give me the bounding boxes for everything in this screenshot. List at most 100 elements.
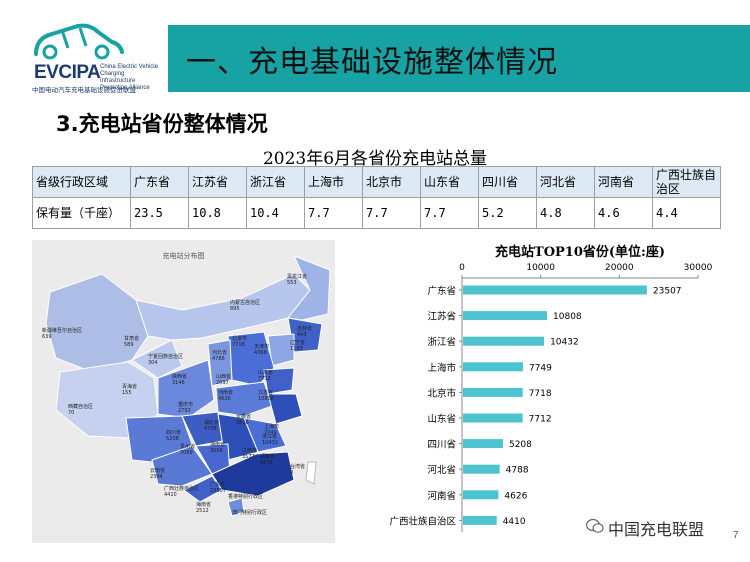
map-region-label: 贵州省 7089 xyxy=(180,444,195,456)
category-label: 广西壮族自治区 xyxy=(389,515,456,527)
map-region-name: 香港特别行政区 xyxy=(228,494,264,500)
map-region-value: 1193 xyxy=(290,346,303,352)
bar xyxy=(463,285,647,295)
map-region-label: 台湾省 0 xyxy=(290,464,305,476)
x-tick-label: 0 xyxy=(459,263,465,273)
map-region-name: 甘肃省 xyxy=(124,336,140,342)
map-region-name: 陕西省 xyxy=(172,374,188,380)
map-region-value: 4176 xyxy=(260,460,273,466)
table-cell: 23.5 xyxy=(130,197,189,229)
map-region-value: 7749 xyxy=(264,430,277,436)
table-cell: 10.8 xyxy=(188,197,247,229)
category-label: 上海市 xyxy=(427,362,456,374)
map-graphic xyxy=(45,255,331,517)
map-region-label: 湖南省 3056 xyxy=(210,442,225,454)
top10-bar-chart: 0 10000 20000 30000 广东省 23507 江苏省 10808 浙江省 10432… xyxy=(389,263,713,532)
map-region-value: 2384 xyxy=(150,474,163,480)
table-header-cell: 四川省 xyxy=(478,166,537,198)
map-region-label: 山东省 7712 xyxy=(258,370,273,382)
table-header-cell: 浙江省 xyxy=(246,166,305,198)
map-region-name: 浙江省 xyxy=(262,434,278,440)
map-region-label: 海南省 2512 xyxy=(196,502,211,514)
map-region-value: 3146 xyxy=(172,380,185,386)
map-region-label: 河南省 4626 xyxy=(218,390,233,402)
bar xyxy=(463,362,523,372)
category-label: 四川省 xyxy=(427,439,456,451)
map-region-name: 湖南省 xyxy=(210,442,226,448)
map-region-label: 陕西省 3146 xyxy=(172,374,187,386)
map-region-label: 江苏省 10808 xyxy=(258,390,274,402)
bar xyxy=(463,515,497,525)
map-region-value: 2097 xyxy=(216,380,229,386)
map-region-value: 5208 xyxy=(166,436,179,442)
bar xyxy=(463,464,500,474)
category-label: 河南省 xyxy=(427,490,456,502)
table-cell: 7.7 xyxy=(362,197,421,229)
bar-value-label: 7718 xyxy=(529,389,552,399)
map-region-label: 湖北省 4708 xyxy=(204,420,219,432)
chart-title: 充电站TOP10省份(单位:座) xyxy=(495,245,665,260)
map-region-label: 宁夏回族自治区 304 xyxy=(148,354,183,366)
map-region-label: 吉林省 443 xyxy=(297,326,312,338)
table-header-cell: 河南省 xyxy=(594,166,653,198)
map-region-label: 安徽省 3816 xyxy=(236,414,251,426)
map-region-value: 7089 xyxy=(180,450,193,456)
table-header-row: 省级行政区域 广东省 江苏省 浙江省 上海市 北京市 山东省 四川省 河北省 河… xyxy=(32,166,721,198)
map-region-label: 内蒙古自治区 895 xyxy=(230,300,260,312)
map-region-name: 河南省 xyxy=(218,390,234,396)
map-region-label: 广东省 23507 xyxy=(210,482,226,494)
map-region-value: 7718 xyxy=(232,342,245,348)
map-region-label: 江西省 3577 xyxy=(242,448,257,460)
car-plug-icon xyxy=(34,23,124,60)
table-cell: 10.4 xyxy=(246,197,305,229)
table-cell: 保有量（千座） xyxy=(32,197,131,229)
map-region-name: 江苏省 xyxy=(258,390,274,396)
map-region-name: 重庆市 xyxy=(178,402,194,408)
map-region-name: 安徽省 xyxy=(236,414,252,420)
map-region-name: 台湾省 xyxy=(290,464,306,470)
table-cell: 5.2 xyxy=(478,197,537,229)
table-row: 保有量（千座） 23.5 10.8 10.4 7.7 7.7 7.7 5.2 4… xyxy=(32,197,721,229)
bar-value-label: 7712 xyxy=(529,415,552,425)
table-title: 2023年6月各省份充电站总量 xyxy=(262,149,488,169)
bar xyxy=(463,387,523,397)
category-label: 河北省 xyxy=(427,464,456,476)
map-region-label: 澳门特别行政区 xyxy=(232,510,267,516)
map-region-label: 青海省 155 xyxy=(122,384,137,396)
map-region-label: 北京市 7718 xyxy=(232,336,247,348)
map-region-value: 4410 xyxy=(164,492,177,498)
map-region-name: 青海省 xyxy=(122,384,138,390)
map-region-label: 新疆维吾尔自治区 639 xyxy=(42,328,82,340)
map-region-label: 甘肃省 589 xyxy=(124,336,139,348)
map-region-value: 304 xyxy=(148,360,158,366)
map-region-value: 639 xyxy=(42,334,52,340)
map-region-value: 589 xyxy=(124,342,134,348)
map-region-name: 河北省 xyxy=(212,350,228,356)
bar-value-label: 4410 xyxy=(503,517,526,527)
map-region-value: 23507 xyxy=(210,488,226,494)
map-region-value: 895 xyxy=(230,306,240,312)
map-region-name: 湖北省 xyxy=(204,420,220,426)
wechat-icon xyxy=(586,518,604,533)
map-region-name: 四川省 xyxy=(166,430,182,436)
bar-value-label: 4626 xyxy=(504,491,527,501)
map-region-value: 553 xyxy=(287,280,297,286)
table-header-cell: 河北省 xyxy=(536,166,595,198)
map-region-label: 辽宁省 1193 xyxy=(290,340,305,352)
category-label: 山东省 xyxy=(427,413,456,425)
category-label: 江苏省 xyxy=(427,311,456,323)
page-title: 一、充电基础设施整体情况 xyxy=(186,45,558,80)
bar-value-label: 4788 xyxy=(506,466,529,476)
map-region-value: 4626 xyxy=(218,396,231,402)
map-region-name: 云南省 xyxy=(150,468,166,474)
china-charging-map: 充电站分布图 黑龙江省 553 吉林省 443 辽宁省 1193 内蒙古自治区 895 北京市 7… xyxy=(32,240,335,543)
map-region-label: 西藏自治区 70 xyxy=(68,404,93,416)
table-header-cell: 广西壮族自治区 xyxy=(652,166,721,198)
map-region-label: 福建省 4176 xyxy=(260,454,275,466)
page-number: 7 xyxy=(733,530,739,541)
bar xyxy=(463,336,545,346)
map-region-name: 广西壮族自治区 xyxy=(164,486,200,492)
map-region-label: 天津市 4368 xyxy=(254,344,269,356)
footer-brand: 中国充电联盟 xyxy=(608,520,705,539)
map-region-value: 0 xyxy=(290,470,294,476)
